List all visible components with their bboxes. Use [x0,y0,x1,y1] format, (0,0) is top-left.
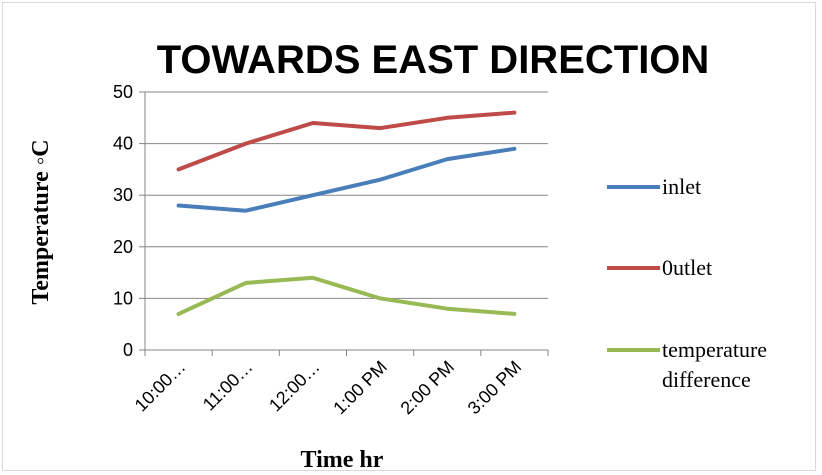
chart-frame [2,2,816,471]
chart-title: TOWARDS EAST DIRECTION [157,38,710,82]
x-tick-label: 3:00 PM [464,357,526,419]
y-tick-label: 0 [123,340,133,360]
y-tick-label: 40 [113,134,133,154]
y-tick-label: 30 [113,185,133,205]
series-line-temperature-difference [176,275,517,316]
series-layer [176,110,517,316]
x-tick-label: 1:00 PM [329,357,391,419]
series-line-0utlet [176,110,517,172]
legend: inlet 0utlet temperature difference [607,174,767,392]
x-axis-title: Time hr [301,447,384,473]
y-ticks: 0 10 20 30 40 50 [113,82,133,360]
x-tick-label: 2:00 PM [397,357,459,419]
legend-label: inlet [662,174,701,199]
grid-layer [139,91,549,356]
x-ticks: 10:00… 11:00… 12:00… 1:00 PM 2:00 PM 3:00 PM [131,357,526,419]
x-tick-label: 11:00… [199,357,257,415]
y-axis-title: Temperature ◦C [28,139,54,304]
y-tick-label: 10 [113,288,133,308]
legend-label: temperature [662,337,767,362]
series-line-inlet [176,146,517,213]
y-tick-label: 50 [113,82,133,102]
legend-label: difference [662,367,751,392]
x-tick-label: 12:00… [265,357,324,416]
legend-label: 0utlet [662,255,712,280]
x-tick-label: 10:00… [131,357,190,416]
y-tick-label: 20 [113,237,133,257]
